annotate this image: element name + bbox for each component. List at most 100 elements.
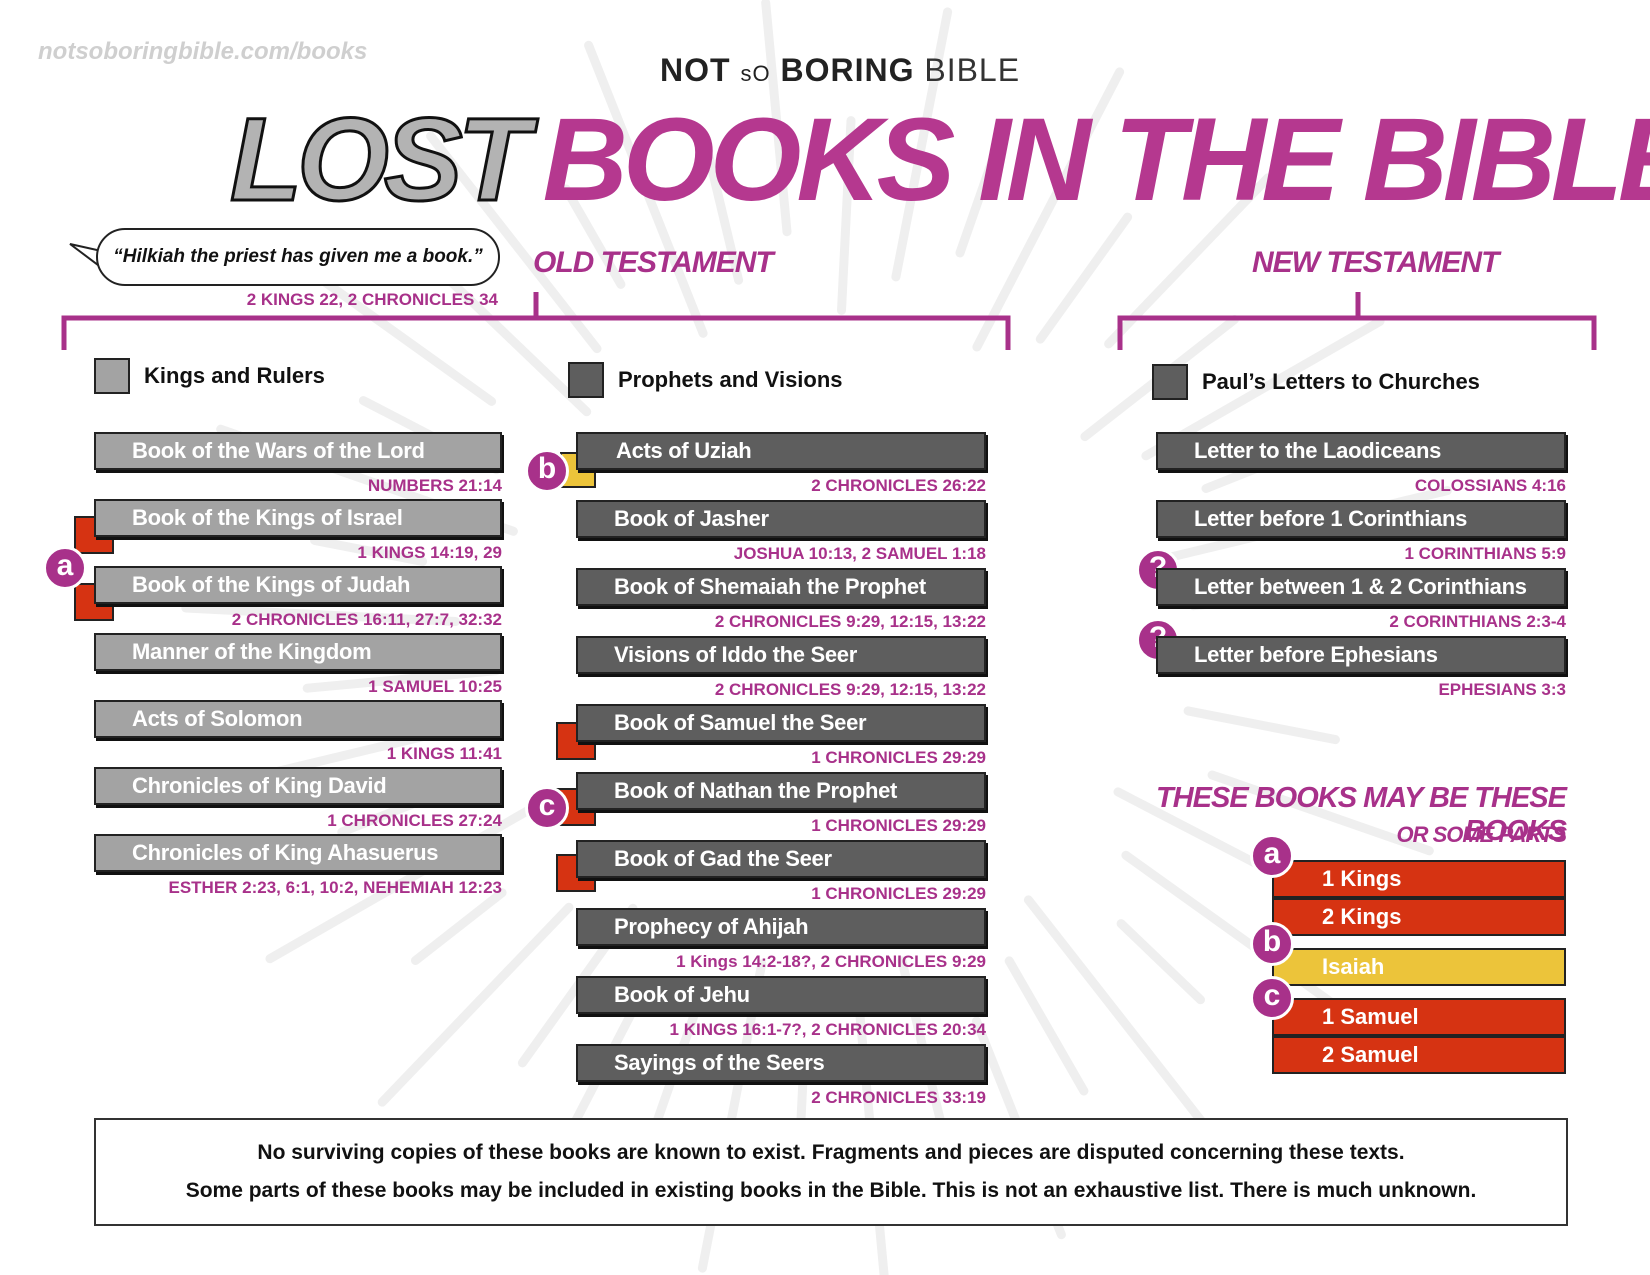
- brand-boring: BORING: [770, 52, 925, 88]
- background-ray: [411, 888, 507, 965]
- quote-bubble: “Hilkiah the priest has given me a book.…: [96, 228, 500, 286]
- legend-kings-rulers: Kings and Rulers: [94, 358, 325, 394]
- ref-wars-of-the-lord: NUMBERS 21:14: [367, 476, 502, 495]
- background-ray: [584, 40, 708, 338]
- ref-kings-of-judah: 2 CHRONICLES 16:11, 27:7, 32:32: [231, 610, 502, 629]
- background-ray: [1116, 919, 1205, 1005]
- map-1-samuel: 1 Samuel: [1272, 998, 1566, 1036]
- book-samuel-the-seer: Book of Samuel the Seer: [576, 704, 986, 742]
- legend-prophets-label: Prophets and Visions: [618, 367, 843, 392]
- title-lost: LOST: [229, 93, 532, 228]
- ref-sayings-of-the-seers: 2 CHRONICLES 33:19: [811, 1088, 986, 1107]
- background-ray: [426, 131, 602, 354]
- quote-text: “Hilkiah the priest has given me a book.…: [113, 246, 483, 267]
- badge-b-key: b: [1250, 922, 1294, 966]
- mapping-subheading: OR SOME PARTS: [1396, 822, 1567, 847]
- old-testament-bracket: [61, 315, 1011, 350]
- book-of-jasher: Book of Jasher: [576, 500, 986, 538]
- book-nathan-the-prophet: Book of Nathan the Prophet: [576, 772, 986, 810]
- map-isaiah-label: Isaiah: [1322, 954, 1385, 979]
- book-acts-of-uziah: Acts of Uziah: [576, 432, 986, 470]
- background-ray: [1004, 956, 1089, 1096]
- book-kings-of-israel: Book of the Kings of Israel: [94, 499, 502, 537]
- background-ray: [265, 799, 544, 964]
- background-ray: [561, 184, 626, 289]
- background-ray: [300, 263, 497, 406]
- book-gad-the-seer: Book of Gad the Seer: [576, 840, 986, 878]
- map-2-samuel: 2 Samuel: [1272, 1036, 1566, 1074]
- ref-samuel-the-seer: 1 CHRONICLES 29:29: [811, 748, 986, 767]
- map-isaiah: Isaiah: [1272, 948, 1566, 986]
- background-ray: [1023, 895, 1224, 1149]
- pauls-letters-list: Letter to the Laodiceans COLOSSIANS 4:16…: [1156, 432, 1566, 702]
- background-ray: [445, 275, 592, 417]
- new-testament-bracket: [1117, 315, 1597, 350]
- map-2-kings: 2 Kings: [1272, 898, 1566, 936]
- book-sayings-of-the-seers: Sayings of the Seers: [576, 1044, 986, 1082]
- ref-acts-of-uziah: 2 CHRONICLES 26:22: [811, 476, 986, 495]
- badge-b-prophets: b: [525, 449, 569, 493]
- legend-pauls-letters: Paul’s Letters to Churches: [1152, 364, 1480, 400]
- badge-a-kings: a: [43, 546, 87, 590]
- brand-logo: NOT sO BORING BIBLE: [660, 52, 1020, 89]
- ref-visions-of-iddo: 2 CHRONICLES 9:29, 12:15, 13:22: [714, 680, 986, 699]
- background-ray: [1207, 770, 1434, 856]
- background-ray: [1121, 850, 1350, 1017]
- background-ray: [310, 535, 428, 566]
- legend-pauls-label: Paul’s Letters to Churches: [1202, 369, 1480, 394]
- quote-reference: 2 KINGS 22, 2 CHRONICLES 34: [246, 290, 498, 309]
- ref-gad-the-seer: 1 CHRONICLES 29:29: [811, 884, 986, 903]
- book-prophecy-of-ahijah: Prophecy of Ahijah: [576, 908, 986, 946]
- book-manner-of-kingdom: Manner of the Kingdom: [94, 633, 502, 671]
- brand-so: sO: [740, 61, 771, 86]
- testament-brackets: [61, 292, 1597, 350]
- badge-c-key: c: [1250, 976, 1294, 1020]
- background-ray: [761, 0, 792, 237]
- background-ray: [699, 129, 744, 285]
- book-letter-before-ephesians: Letter before Ephesians: [1156, 636, 1566, 674]
- page-title: LOST BOOKS IN THE BIBLE: [229, 92, 1650, 228]
- book-chronicles-king-ahasuerus: Chronicles of King Ahasuerus: [94, 834, 502, 872]
- book-letter-between-corinthians: Letter between 1 & 2 Corinthians: [1156, 568, 1566, 606]
- footer-line-2: Some parts of these books may be include…: [185, 1179, 1477, 1202]
- book-of-jehu: Book of Jehu: [576, 976, 986, 1014]
- ref-chronicles-king-ahasuerus: ESTHER 2:23, 6:1, 10:2, NEHEMIAH 12:23: [168, 878, 502, 897]
- background-ray: [377, 902, 574, 1107]
- background-ray: [972, 67, 1125, 352]
- ref-letter-before-ephesians: EPHESIANS 3:3: [1438, 680, 1566, 699]
- background-ray: [891, 7, 953, 282]
- background-ray: [181, 603, 460, 626]
- brand-not: NOT: [660, 52, 741, 88]
- book-shemaiah-the-prophet: Book of Shemaiah the Prophet: [576, 568, 986, 606]
- ref-manner-of-kingdom: 1 SAMUEL 10:25: [368, 677, 502, 696]
- map-1-samuel-label: 1 Samuel: [1322, 1004, 1419, 1029]
- map-1-kings: 1 Kings: [1272, 860, 1566, 898]
- ref-book-of-jehu: 1 KINGS 16:1-7?, 2 CHRONICLES 20:34: [669, 1020, 986, 1039]
- map-2-kings-label: 2 Kings: [1322, 904, 1402, 929]
- book-chronicles-king-david: Chronicles of King David: [94, 767, 502, 805]
- book-visions-of-iddo: Visions of Iddo the Seer: [576, 636, 986, 674]
- background-ray: [955, 144, 1001, 258]
- book-acts-of-solomon: Acts of Solomon: [94, 700, 502, 738]
- legend-swatch-light: [94, 358, 130, 394]
- background-ray: [837, 116, 856, 315]
- book-kings-of-judah: Book of the Kings of Judah: [94, 566, 502, 604]
- book-letter-laodiceans: Letter to the Laodiceans: [1156, 432, 1566, 470]
- map-2-samuel-label: 2 Samuel: [1322, 1042, 1419, 1067]
- ref-book-of-jasher: JOSHUA 10:13, 2 SAMUEL 1:18: [733, 544, 986, 563]
- legend-swatch-dark: [568, 362, 604, 398]
- ref-letter-between-corinthians: 2 CORINTHIANS 2:3-4: [1389, 612, 1566, 631]
- legend-prophets-visions: Prophets and Visions: [568, 362, 843, 398]
- ref-chronicles-king-david: 1 CHRONICLES 27:24: [327, 811, 502, 830]
- footer-note: No surviving copies of these books are k…: [94, 1118, 1568, 1226]
- ref-kings-of-israel: 1 KINGS 14:19, 29: [357, 543, 502, 562]
- book-wars-of-the-lord: Book of the Wars of the Lord: [94, 432, 502, 470]
- brand-bible: BIBLE: [924, 52, 1021, 88]
- background-ray: [1183, 706, 1340, 745]
- ref-acts-of-solomon: 1 KINGS 11:41: [386, 744, 502, 763]
- ref-letter-before-1-corinthians: 1 CORINTHIANS 5:9: [1404, 544, 1566, 563]
- old-testament-heading: OLD TESTAMENT: [533, 246, 774, 279]
- book-letter-before-1-corinthians: Letter before 1 Corinthians: [1156, 500, 1566, 538]
- ref-shemaiah-the-prophet: 2 CHRONICLES 9:29, 12:15, 13:22: [714, 612, 986, 631]
